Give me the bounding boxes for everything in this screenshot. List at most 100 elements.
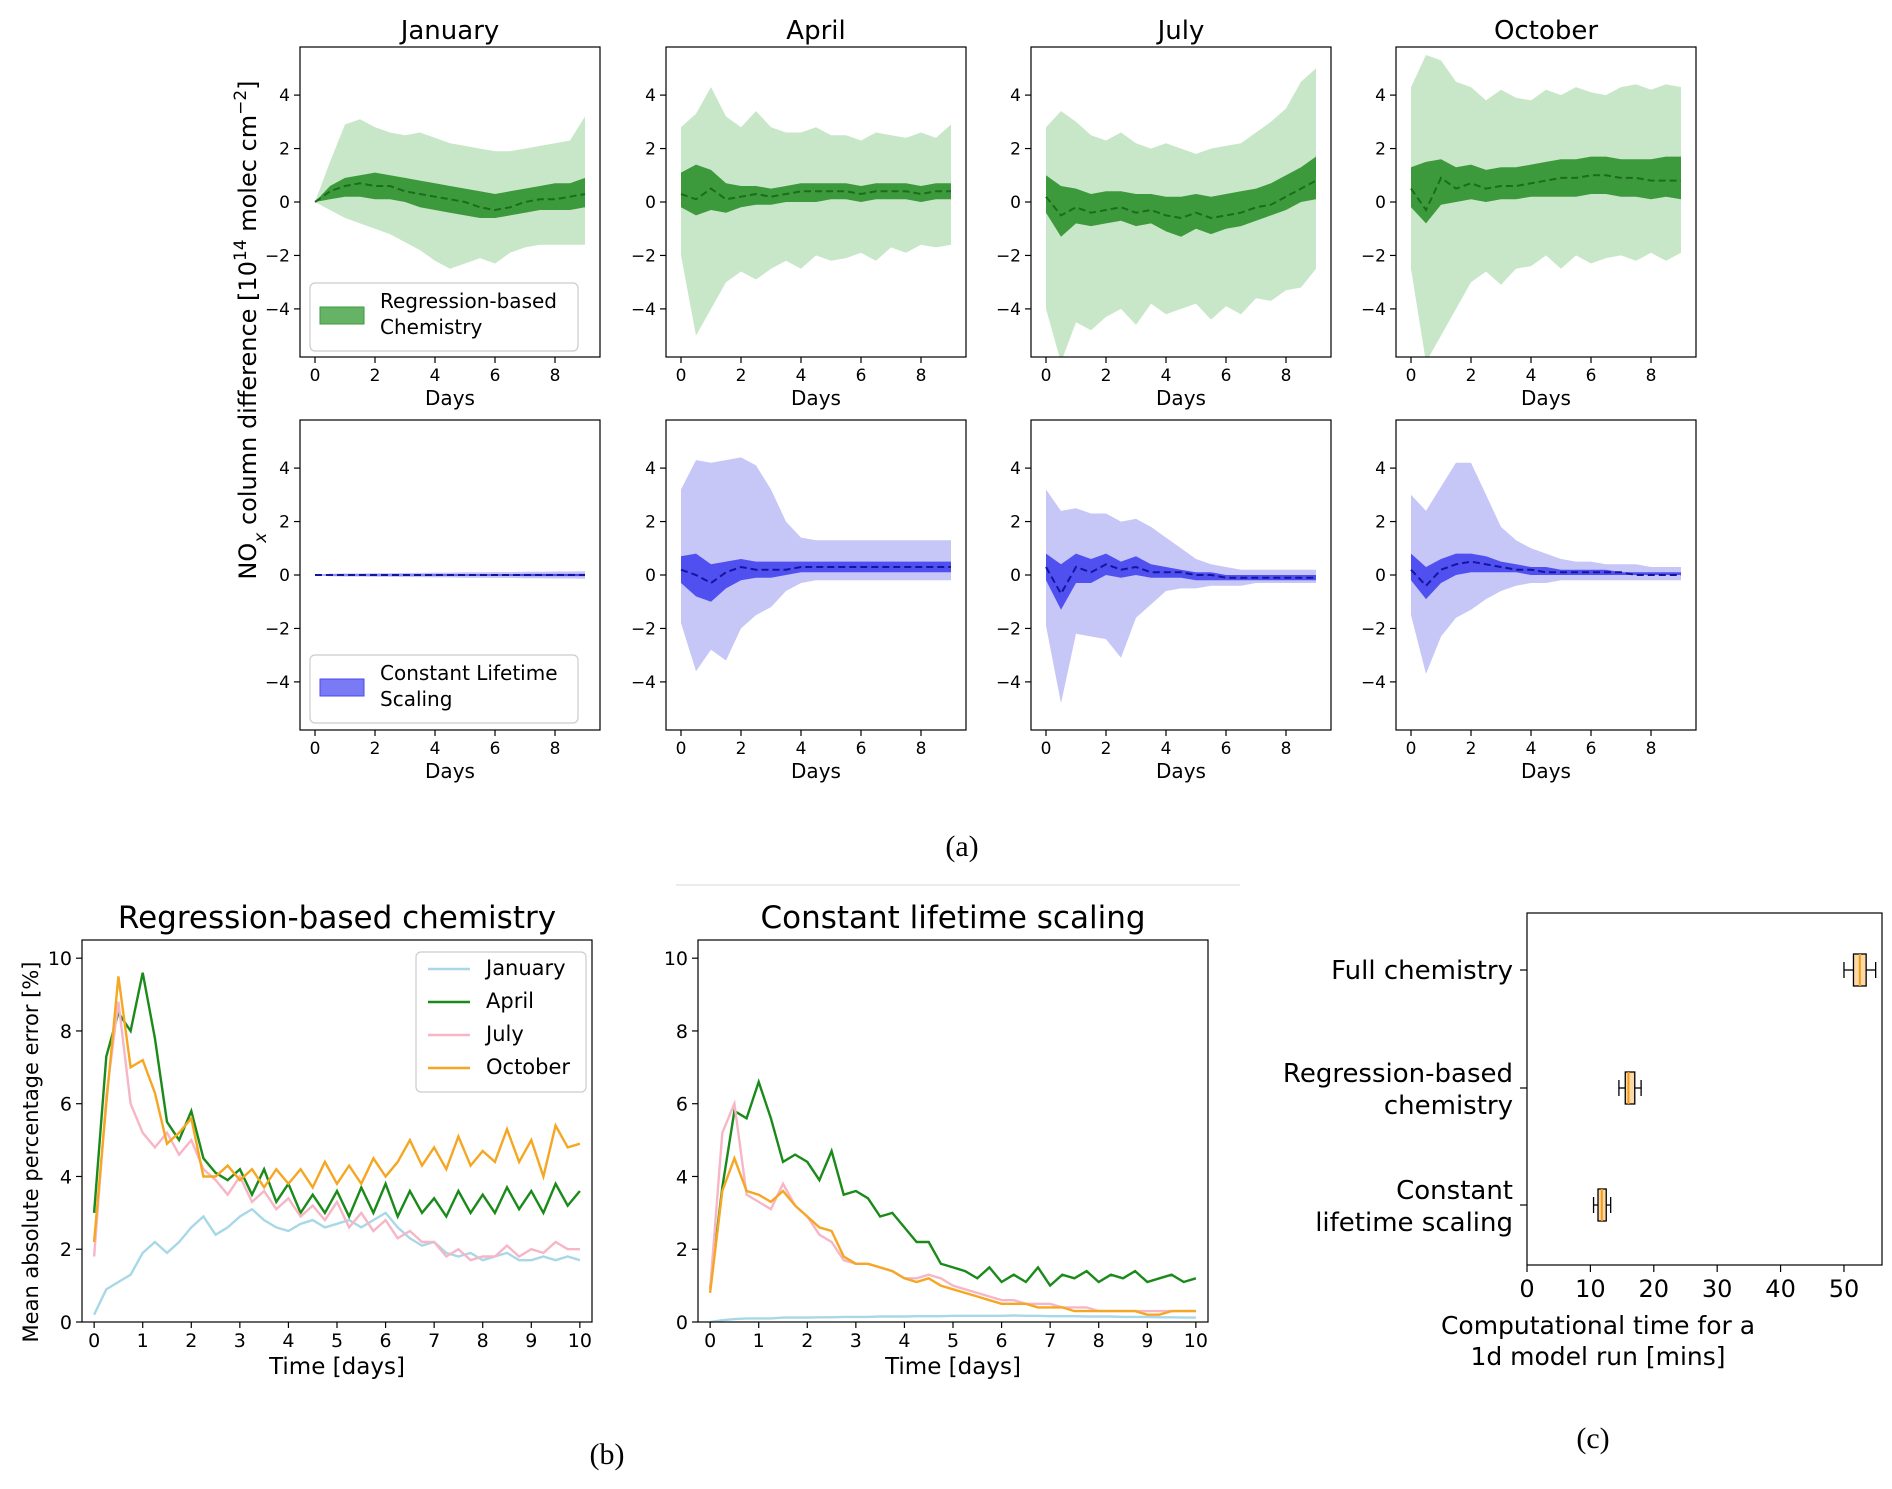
- x-tick-label: 4: [430, 739, 441, 759]
- x-tick-label: 4: [1161, 366, 1172, 386]
- y-tick-label: −4: [1361, 673, 1386, 693]
- x-tick-label: 2: [1101, 739, 1112, 759]
- x-tick-label: 0: [310, 739, 321, 759]
- y-tick-label: −4: [631, 673, 656, 693]
- x-tick-label: 8: [1646, 739, 1657, 759]
- x-tick-label: 4: [796, 739, 807, 759]
- panel-a-ylabel: NOx column difference [1014 molec cm−2]: [231, 80, 271, 579]
- y-tick-label: 4: [645, 86, 656, 106]
- y-tick-label: 8: [60, 1021, 72, 1043]
- legend-label-october: October: [486, 1055, 570, 1079]
- x-tick-label: 2: [801, 1330, 813, 1352]
- x-tick-label: 8: [1281, 739, 1292, 759]
- series-line-october: [708, 1154, 1196, 1316]
- legend-regression: Regression-based Chemistry: [309, 282, 579, 352]
- y-tick-label: 8: [676, 1021, 688, 1043]
- y-tick-label: 2: [1010, 140, 1021, 160]
- subplot-b-constant: 0 1 2 3 4 5 6 7 8 9 10 0 2 4 6 8 10 Time [days] Constant l…: [664, 900, 1209, 1380]
- x-tick-label: 4: [1526, 739, 1537, 759]
- x-axis-label: Days: [425, 759, 475, 783]
- x-tick-label: 4: [430, 366, 441, 386]
- y-tick-label: 0: [1010, 566, 1021, 586]
- x-tick-label: 0: [1406, 366, 1417, 386]
- legend-label-constant-2: Scaling: [380, 687, 452, 711]
- x-axis-label: Days: [1521, 386, 1571, 410]
- x-tick-label: 6: [856, 366, 867, 386]
- x-tick-label: 4: [282, 1330, 294, 1352]
- mean-line: [1045, 179, 1317, 220]
- month-title: October: [1494, 16, 1598, 46]
- subplot-b-regression: 0 1 2 3 4 5 6 7 8 9 10 0 2 4 6 8 10 Time [days] Regression…: [48, 900, 593, 1380]
- x-tick-label: 10: [1575, 1275, 1606, 1303]
- x-axis-label: Time [days]: [268, 1354, 405, 1380]
- y-tick-label: 2: [645, 140, 656, 160]
- x-tick-label: 2: [736, 366, 747, 386]
- mean-line: [680, 565, 951, 585]
- inner-band: [681, 553, 951, 602]
- series-line-october: [92, 976, 581, 1243]
- y-tick-label: 10: [664, 948, 688, 970]
- x-tick-label: 2: [1466, 739, 1477, 759]
- legend-label-constant-1: Constant Lifetime: [380, 661, 558, 685]
- series-line-january: [709, 1314, 1196, 1324]
- x-axis-label: Days: [425, 386, 475, 410]
- x-tick-label: 9: [525, 1330, 537, 1352]
- x-tick-label: 0: [704, 1330, 716, 1352]
- y-tick-label: 10: [48, 948, 72, 970]
- x-tick-label: 0: [310, 366, 321, 386]
- y-tick-label: 2: [1375, 513, 1386, 533]
- inner-band: [1411, 553, 1681, 600]
- x-tick-label: 7: [1044, 1330, 1056, 1352]
- x-tick-label: 0: [88, 1330, 100, 1352]
- series-line-july: [92, 1001, 580, 1262]
- y-tick-label: −4: [265, 300, 290, 320]
- x-tick-label: 8: [916, 366, 927, 386]
- y-tick-label: 6: [676, 1094, 688, 1116]
- mean-line: [1410, 174, 1681, 212]
- x-tick-label: 8: [1093, 1330, 1105, 1352]
- x-tick-label: 6: [856, 739, 867, 759]
- box-body: [1624, 1071, 1636, 1105]
- y-tick-label: 4: [1375, 459, 1386, 479]
- y-tick-label: 0: [279, 566, 290, 586]
- x-tick-label: 10: [1184, 1330, 1208, 1352]
- y-tick-label: −4: [996, 673, 1021, 693]
- x-axis-label: Days: [1521, 759, 1571, 783]
- y-tick-label: 0: [1375, 193, 1386, 213]
- y-tick-label: 0: [645, 193, 656, 213]
- month-title: January: [399, 16, 500, 46]
- x-tick-label: 8: [916, 739, 927, 759]
- y-tick-label: 4: [279, 86, 290, 106]
- x-tick-label: 8: [550, 739, 561, 759]
- x-tick-label: 2: [185, 1330, 197, 1352]
- x-tick-label: 0: [1041, 366, 1052, 386]
- month-title: July: [1156, 16, 1205, 46]
- panel-b-label: (b): [590, 1438, 625, 1471]
- x-axis-label: Days: [1156, 386, 1206, 410]
- x-tick-label: 3: [234, 1330, 246, 1352]
- y-tick-label: −4: [265, 673, 290, 693]
- x-tick-label: 2: [370, 366, 381, 386]
- y-tick-label: −2: [265, 246, 290, 266]
- legend-box: [415, 951, 587, 1093]
- box-2: [1592, 1188, 1612, 1222]
- y-tick-label: −2: [996, 246, 1021, 266]
- x-tick-label: 8: [1646, 366, 1657, 386]
- subplot-title: Constant lifetime scaling: [760, 900, 1145, 936]
- x-tick-label: 9: [1141, 1330, 1153, 1352]
- x-tick-label: 6: [1586, 366, 1597, 386]
- box-1: [1618, 1071, 1642, 1105]
- x-tick-label: 7: [428, 1330, 440, 1352]
- x-tick-label: 2: [370, 739, 381, 759]
- legend-months: January April July October: [415, 951, 587, 1093]
- x-tick-label: 3: [850, 1330, 862, 1352]
- x-axis-label: Days: [1156, 759, 1206, 783]
- legend-label-regression-2: Chemistry: [380, 315, 482, 339]
- x-tick-label: 0: [1519, 1275, 1534, 1303]
